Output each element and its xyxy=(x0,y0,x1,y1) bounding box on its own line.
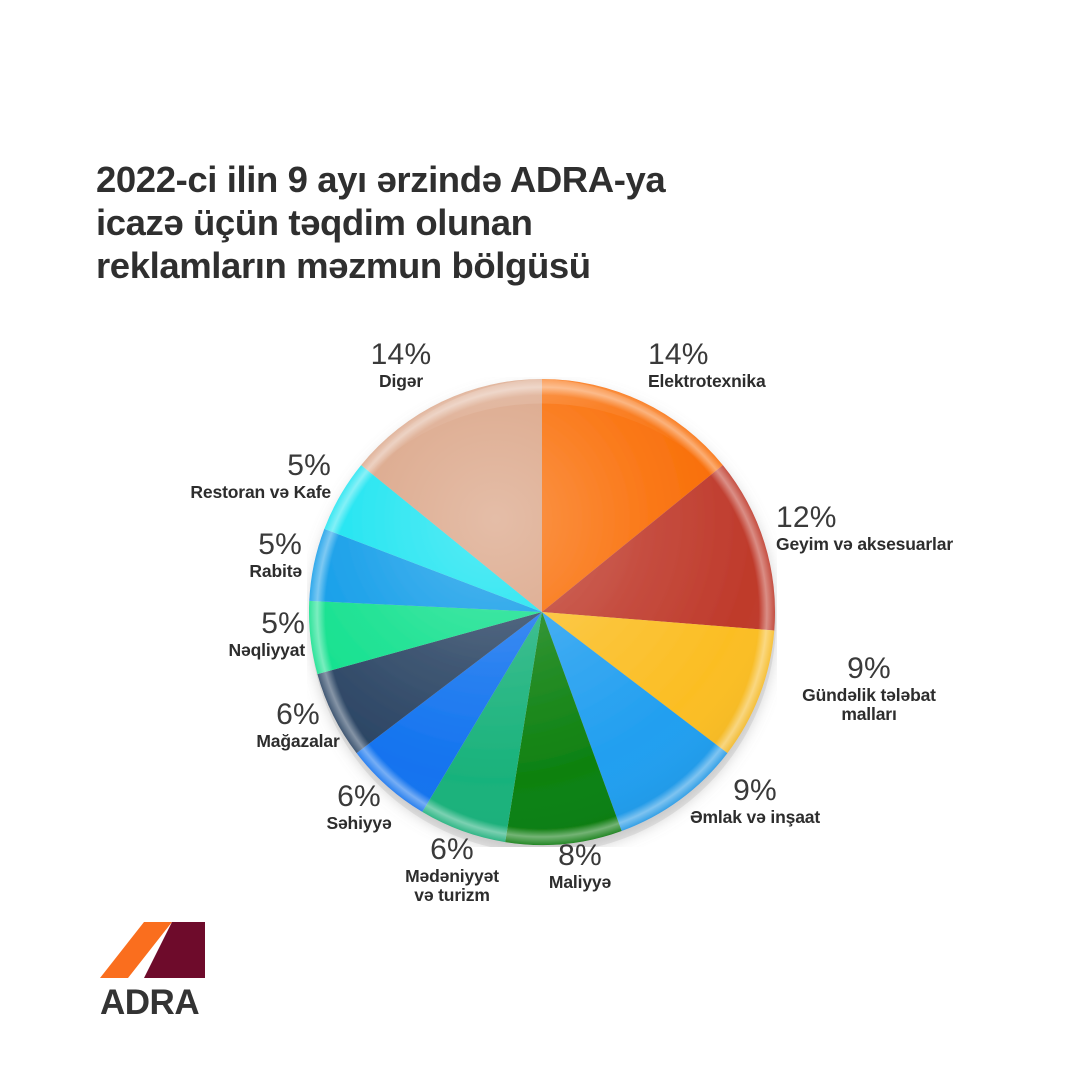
slice-name: Elektrotexnika xyxy=(648,371,766,392)
logo-maroon-block-icon xyxy=(144,922,205,978)
pie-top-sheen xyxy=(347,379,737,497)
slice-name: Geyim və aksesuarlar xyxy=(776,534,953,555)
pie-disc xyxy=(308,379,776,845)
slice-label-gundelik-telebat-mallari: 9% Gündəlik tələbat malları xyxy=(776,652,962,724)
adra-logo-svg: ADRA xyxy=(100,922,205,1020)
slice-name: Mağazalar xyxy=(256,731,340,752)
logo-wordmark: ADRA xyxy=(100,983,199,1020)
slice-name: Maliyyə xyxy=(548,872,612,893)
slice-label-neqliyyat: 5% Nəqliyyat xyxy=(163,607,306,661)
slice-pct: 9% xyxy=(733,774,777,807)
slice-pct: 14% xyxy=(370,338,432,371)
logo-orange-slash-icon xyxy=(100,922,172,978)
slice-name: Gündəlik tələbat malları xyxy=(802,685,936,724)
slice-name: Rabitə xyxy=(249,561,302,582)
adra-logo: ADRA xyxy=(100,920,220,1020)
slice-name: Əmlak və inşaat xyxy=(689,807,821,828)
slice-label-elektrotexnika: 14% Elektrotexnika xyxy=(648,338,766,392)
slice-pct: 6% xyxy=(276,698,320,731)
slice-name: Nəqliyyat xyxy=(228,640,306,661)
slice-name: Səhiyyə xyxy=(326,813,392,834)
slice-pct: 5% xyxy=(261,607,305,640)
slice-label-magazalar: 6% Mağazalar xyxy=(228,698,368,752)
slice-pct: 6% xyxy=(430,833,474,866)
slice-label-emlak-ve-insaat: 9% Əmlak və inşaat xyxy=(660,774,850,828)
pie-chart-svg xyxy=(308,379,776,847)
slice-label-restoran-ve-kafe: 5% Restoran və Kafe xyxy=(118,449,331,503)
slice-name: Restoran və Kafe xyxy=(190,482,331,503)
slice-pct: 14% xyxy=(648,338,709,371)
slice-name: Mədəniyyət və turizm xyxy=(405,866,499,905)
pie-rim-highlight xyxy=(309,379,775,845)
slice-pct: 5% xyxy=(287,449,331,482)
slice-pct: 9% xyxy=(847,652,891,685)
slice-label-medeniyyet-ve-turizm: 6% Mədəniyyət və turizm xyxy=(372,833,532,905)
slice-label-rabite: 5% Rabitə xyxy=(160,528,302,582)
pie-chart xyxy=(307,377,777,847)
slice-pct: 5% xyxy=(258,528,302,561)
slice-pct: 12% xyxy=(776,501,837,534)
slice-label-geyim-ve-aksesuarlar: 12% Geyim və aksesuarlar xyxy=(776,501,953,555)
slice-pct: 6% xyxy=(337,780,381,813)
slice-label-diger: 14% Digər xyxy=(331,338,471,392)
slice-name: Digər xyxy=(379,371,423,392)
slice-label-maliyye: 8% Maliyyə xyxy=(510,839,650,893)
page-title: 2022-ci ilin 9 ayı ərzində ADRA-ya icazə… xyxy=(96,159,666,286)
slice-label-sehiyye: 6% Səhiyyə xyxy=(289,780,429,834)
slice-pct: 8% xyxy=(558,839,602,872)
